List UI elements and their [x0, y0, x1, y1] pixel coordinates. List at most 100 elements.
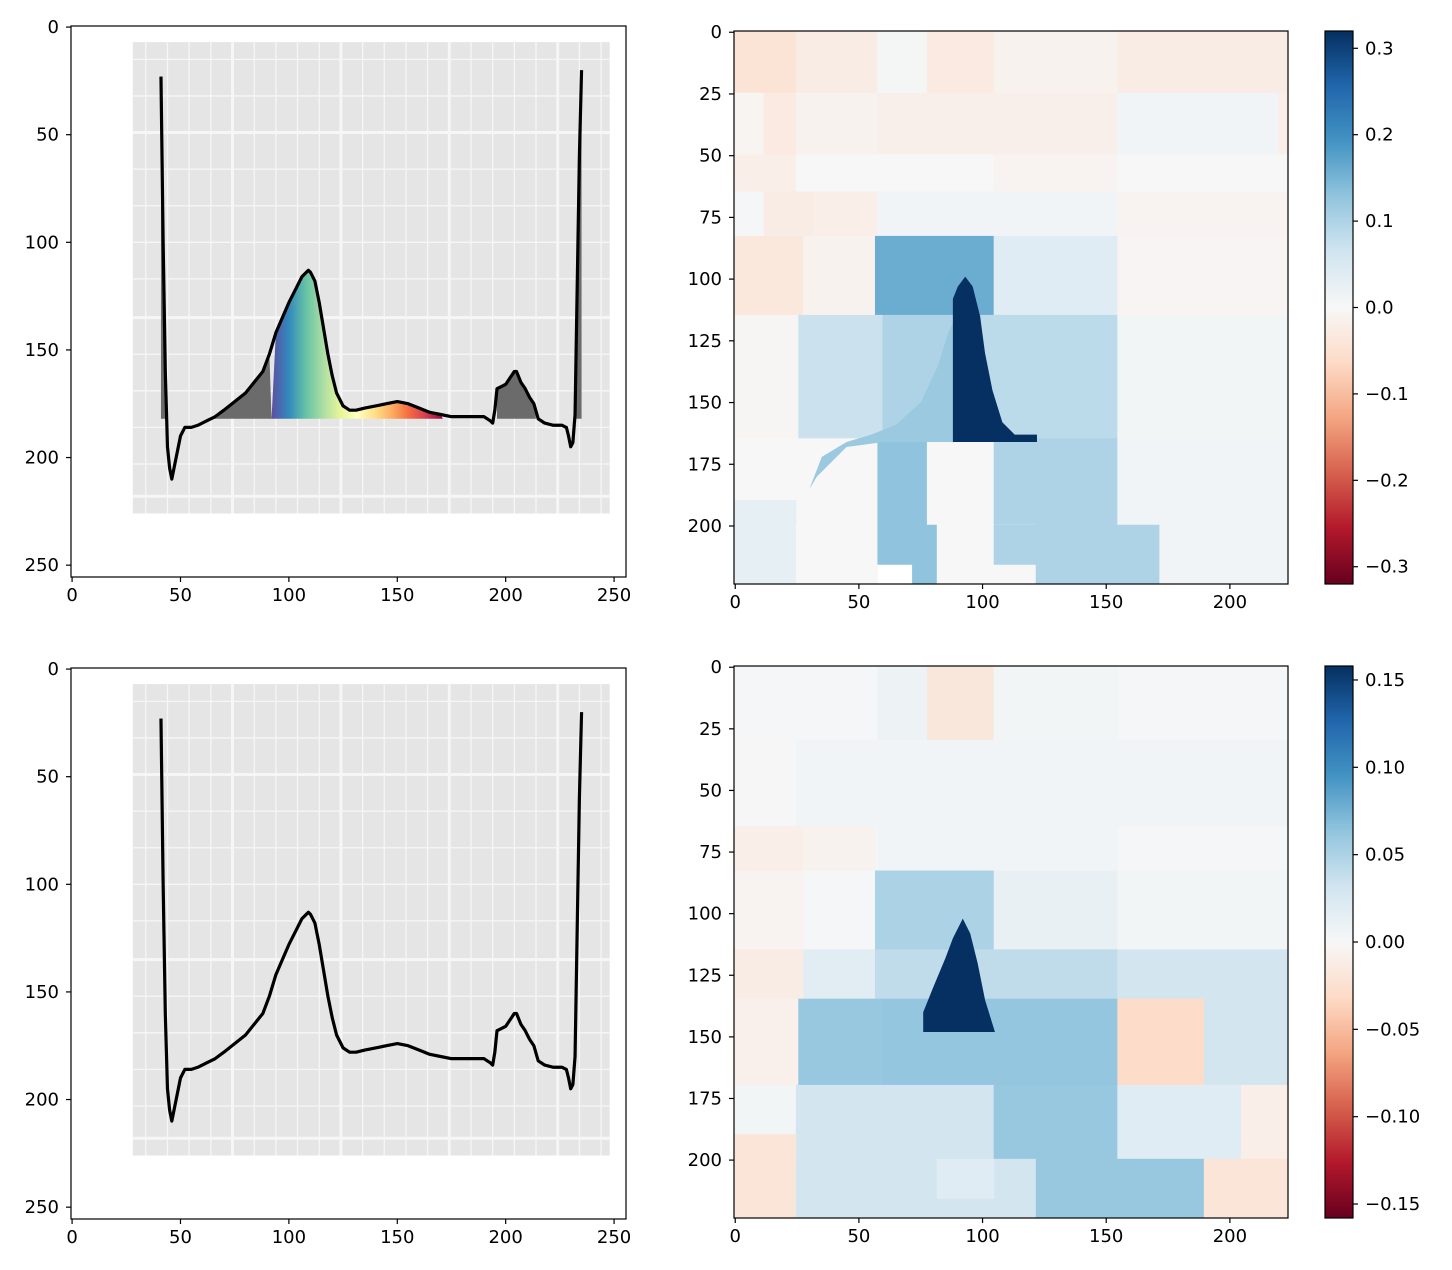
- plot-area: [734, 31, 1288, 584]
- heatmap-cell: [734, 998, 799, 1086]
- colorbar-tick-label: −0.2: [1365, 470, 1409, 491]
- heatmap-cell: [877, 92, 1118, 155]
- heatmap-cell: [1203, 998, 1288, 1086]
- heatmap-cell: [734, 826, 804, 872]
- heatmap-cell: [1035, 524, 1160, 584]
- x-tick-label: 200: [1213, 1226, 1247, 1247]
- colorbar-tick-label: 0.00: [1365, 932, 1405, 953]
- y-tick-label: 200: [25, 1090, 59, 1111]
- x-tick-label: 0: [66, 585, 77, 606]
- colorbar-tick-label: 0.0: [1365, 298, 1394, 319]
- x-tick-label: 50: [847, 592, 870, 613]
- heatmap-cell: [734, 739, 1288, 827]
- y-tick-label: 50: [36, 125, 59, 146]
- heatmap-cell: [734, 1134, 797, 1218]
- heatmap-cell: [1117, 191, 1288, 237]
- heatmap-cell: [936, 1158, 995, 1199]
- heatmap-cell: [877, 191, 1118, 237]
- x-tick-label: 100: [272, 1227, 306, 1248]
- heatmap-cell: [763, 191, 814, 237]
- heatmap-cell: [798, 314, 883, 439]
- heatmap-cell: [1203, 1158, 1288, 1218]
- heatmap-cell: [1117, 1084, 1242, 1160]
- shaded-region-0: [160, 76, 272, 419]
- y-tick-label: 0: [48, 17, 59, 38]
- colorbar-bar: [1324, 665, 1354, 1219]
- x-tick-label: 50: [169, 585, 192, 606]
- heatmap-cell: [734, 191, 765, 237]
- colorbar-tick-label: 0.2: [1365, 125, 1394, 146]
- y-tick-label: 0: [711, 22, 722, 43]
- heatmap-cell: [877, 524, 913, 565]
- y-tick-label: 100: [25, 874, 59, 895]
- y-tick-label: 250: [25, 555, 59, 576]
- y-tick-label: 0: [711, 657, 722, 678]
- y-tick-label: 200: [25, 448, 59, 469]
- ecg-paper-background: [132, 42, 610, 514]
- heatmap-cell: [795, 92, 878, 155]
- y-tick-label: 100: [688, 269, 722, 290]
- colorbar-tick-label: −0.3: [1365, 557, 1409, 578]
- axes-frame: [70, 667, 627, 1220]
- heatmap-region: [923, 918, 995, 1032]
- y-tick-label: 0: [48, 659, 59, 680]
- x-tick-label: 250: [597, 1227, 631, 1248]
- x-tick-label: 200: [488, 585, 522, 606]
- y-tick-label: 150: [25, 340, 59, 361]
- heatmap-cell: [993, 154, 1118, 192]
- shaded-region-1: [271, 270, 443, 419]
- colorbar-tick-label: 0.15: [1365, 670, 1405, 691]
- ecg-line: [159, 70, 584, 481]
- heatmap-cell: [926, 31, 995, 94]
- y-tick-label: 150: [688, 1027, 722, 1048]
- heatmap-cell: [993, 870, 1118, 950]
- axes-frame: [733, 30, 1289, 585]
- heatmap-cell: [795, 1084, 995, 1160]
- x-tick-label: 200: [488, 1227, 522, 1248]
- x-tick-label: 0: [730, 592, 741, 613]
- x-tick-label: 100: [965, 592, 999, 613]
- heatmap-cell: [1117, 438, 1288, 526]
- y-tick-label: 175: [688, 1088, 722, 1109]
- colorbar-tick-label: −0.15: [1365, 1194, 1420, 1215]
- colorbar-tick-label: 0.1: [1365, 211, 1394, 232]
- heatmap-cell: [734, 314, 799, 439]
- heatmap-region: [952, 276, 1037, 443]
- heatmap-cell: [734, 154, 797, 192]
- attribution-bottom-axes: 0.15 0.10 0.05 0.00 −0.05 −0.10 −0.15 0 50 100 150…: [688, 657, 1421, 1247]
- heatmap-cell: [1117, 31, 1288, 94]
- heatmap-cell: [993, 235, 1118, 316]
- heatmap-cell: [1117, 949, 1288, 1000]
- heatmap-cell: [803, 949, 876, 1000]
- heatmap-cell: [1117, 998, 1205, 1086]
- heatmap-cell: [734, 31, 797, 94]
- plot-area: [132, 684, 610, 1156]
- heatmap-cell: [795, 31, 878, 94]
- plot-area: [132, 42, 610, 514]
- heatmap-cell: [882, 998, 1118, 1086]
- y-tick-label: 200: [688, 516, 722, 537]
- y-tick-label: 150: [688, 393, 722, 414]
- y-tick-label: 175: [688, 454, 722, 475]
- y-tick-label: 75: [699, 207, 722, 228]
- y-tick-label: 125: [688, 965, 722, 986]
- heatmap-cell: [1278, 92, 1288, 155]
- heatmap-cell: [874, 949, 1118, 1000]
- heatmap-cell: [734, 1084, 797, 1135]
- heatmap-cell: [795, 1158, 1037, 1218]
- y-tick-label: 200: [688, 1150, 722, 1171]
- y-tick-label: 50: [699, 146, 722, 167]
- y-tick-label: 50: [699, 780, 722, 801]
- y-tick-label: 25: [699, 84, 722, 105]
- ecg-top-axes: 0 50 100 150 200 250 0 50 100 150 200 250: [25, 17, 632, 606]
- heatmap-cell: [993, 438, 1118, 526]
- colorbar: 0.15 0.10 0.05 0.00 −0.05 −0.10 −0.15: [1324, 665, 1420, 1219]
- heatmap-cell: [981, 314, 1118, 439]
- heatmap-cell: [1117, 314, 1288, 439]
- y-tick-label: 25: [699, 719, 722, 740]
- heatmap-cell: [734, 92, 765, 155]
- heatmap-cell: [1159, 524, 1288, 584]
- heatmap-cell: [803, 826, 876, 872]
- heatmap-cell: [1117, 235, 1288, 316]
- x-tick-label: 100: [965, 1226, 999, 1247]
